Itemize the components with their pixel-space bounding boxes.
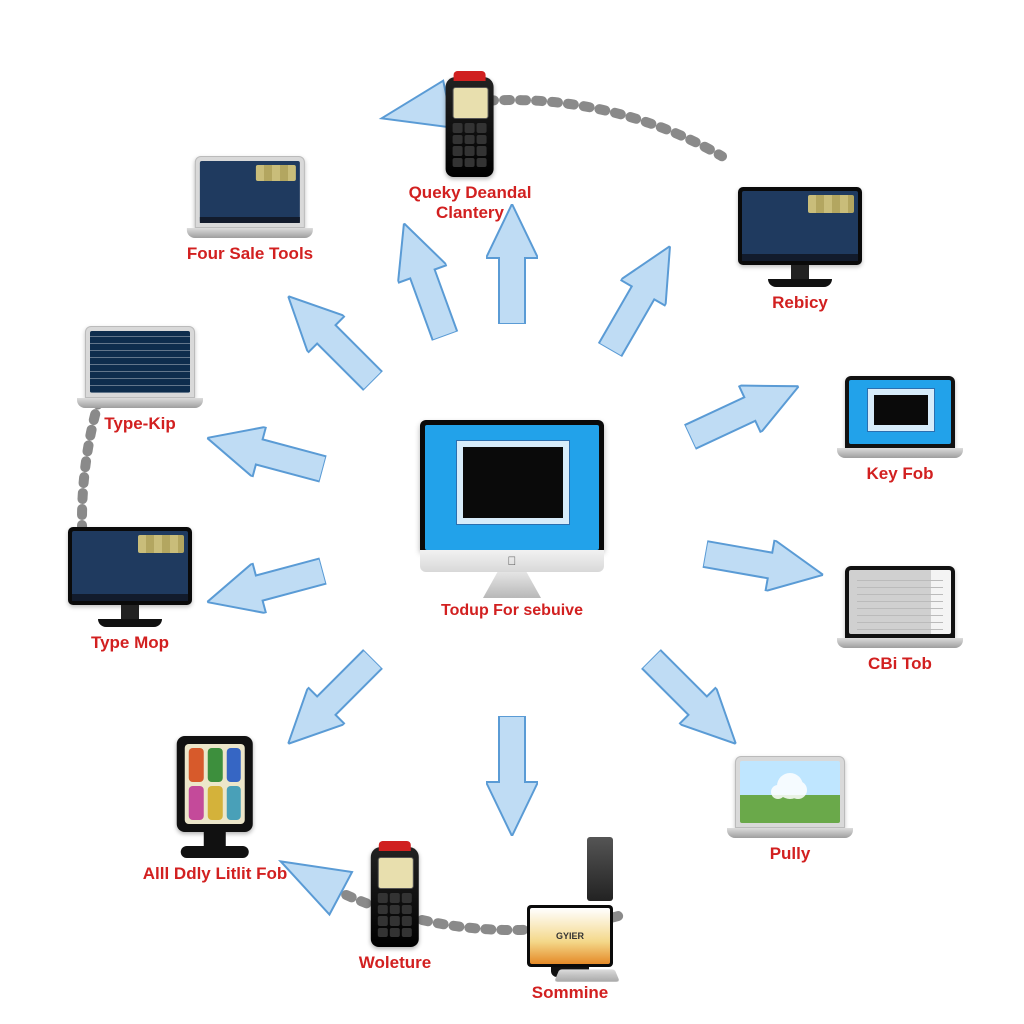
- radial-arrow: [379, 214, 469, 345]
- ring-node-0-label: Four Sale Tools: [187, 244, 313, 264]
- imac-icon: : [417, 420, 607, 598]
- ring-node-2-label: Type Mop: [91, 633, 169, 653]
- top-node-label: Queky DeandalClantery: [409, 183, 532, 223]
- ring-node-9-label: Rebicy: [772, 293, 828, 313]
- radial-arrow: [270, 278, 392, 400]
- radial-arrow: [486, 716, 538, 836]
- ring-node-6-label: Pully: [770, 844, 811, 864]
- monitor-icon: [735, 187, 865, 287]
- center-node:  Todup For sebuive: [417, 420, 607, 620]
- kiosk-icon: [172, 736, 258, 858]
- ring-node-7-label: CBi Tob: [868, 654, 932, 674]
- laptop-icon: [840, 566, 960, 648]
- ring-node-4: Woleture: [359, 847, 431, 973]
- laptop-icon: [190, 156, 310, 238]
- ring-node-1-label: Type-Kip: [104, 414, 175, 434]
- ring-node-4-label: Woleture: [359, 953, 431, 973]
- ring-node-3: Alll Ddly Litlit Fob: [143, 736, 287, 884]
- radial-arrow: [701, 528, 828, 600]
- diagram-canvas:  Todup For sebuive Queky DeandalClantery F…: [0, 0, 1024, 1024]
- ring-node-0: Four Sale Tools: [187, 156, 313, 264]
- radial-arrow: [632, 640, 754, 762]
- radial-arrow: [200, 413, 329, 494]
- pcset-icon: GYIER: [527, 837, 613, 977]
- ring-node-1: Type-Kip: [80, 326, 200, 434]
- ring-node-6: Pully: [730, 756, 850, 864]
- top-node: Queky DeandalClantery: [409, 77, 532, 223]
- ring-node-2: Type Mop: [65, 527, 195, 653]
- radial-arrow: [200, 546, 329, 627]
- handheld-icon: [371, 847, 419, 947]
- monitor-icon: [65, 527, 195, 627]
- ring-node-7: CBi Tob: [840, 566, 960, 674]
- ring-node-8: Key Fob: [840, 376, 960, 484]
- radial-arrow: [270, 640, 392, 762]
- laptop-icon: [730, 756, 850, 838]
- center-node-label: Todup For sebuive: [441, 602, 583, 620]
- laptop-icon: [80, 326, 200, 408]
- ring-node-8-label: Key Fob: [866, 464, 933, 484]
- laptop-icon: [840, 376, 960, 458]
- ring-node-9: Rebicy: [735, 187, 865, 313]
- ring-node-3-label: Alll Ddly Litlit Fob: [143, 864, 287, 884]
- radial-arrow: [679, 363, 810, 461]
- radial-arrow: [587, 233, 692, 363]
- ring-node-5-label: Sommine: [532, 983, 609, 1003]
- handheld-icon: [446, 77, 494, 177]
- ring-node-5: GYIER Sommine: [527, 837, 613, 1003]
